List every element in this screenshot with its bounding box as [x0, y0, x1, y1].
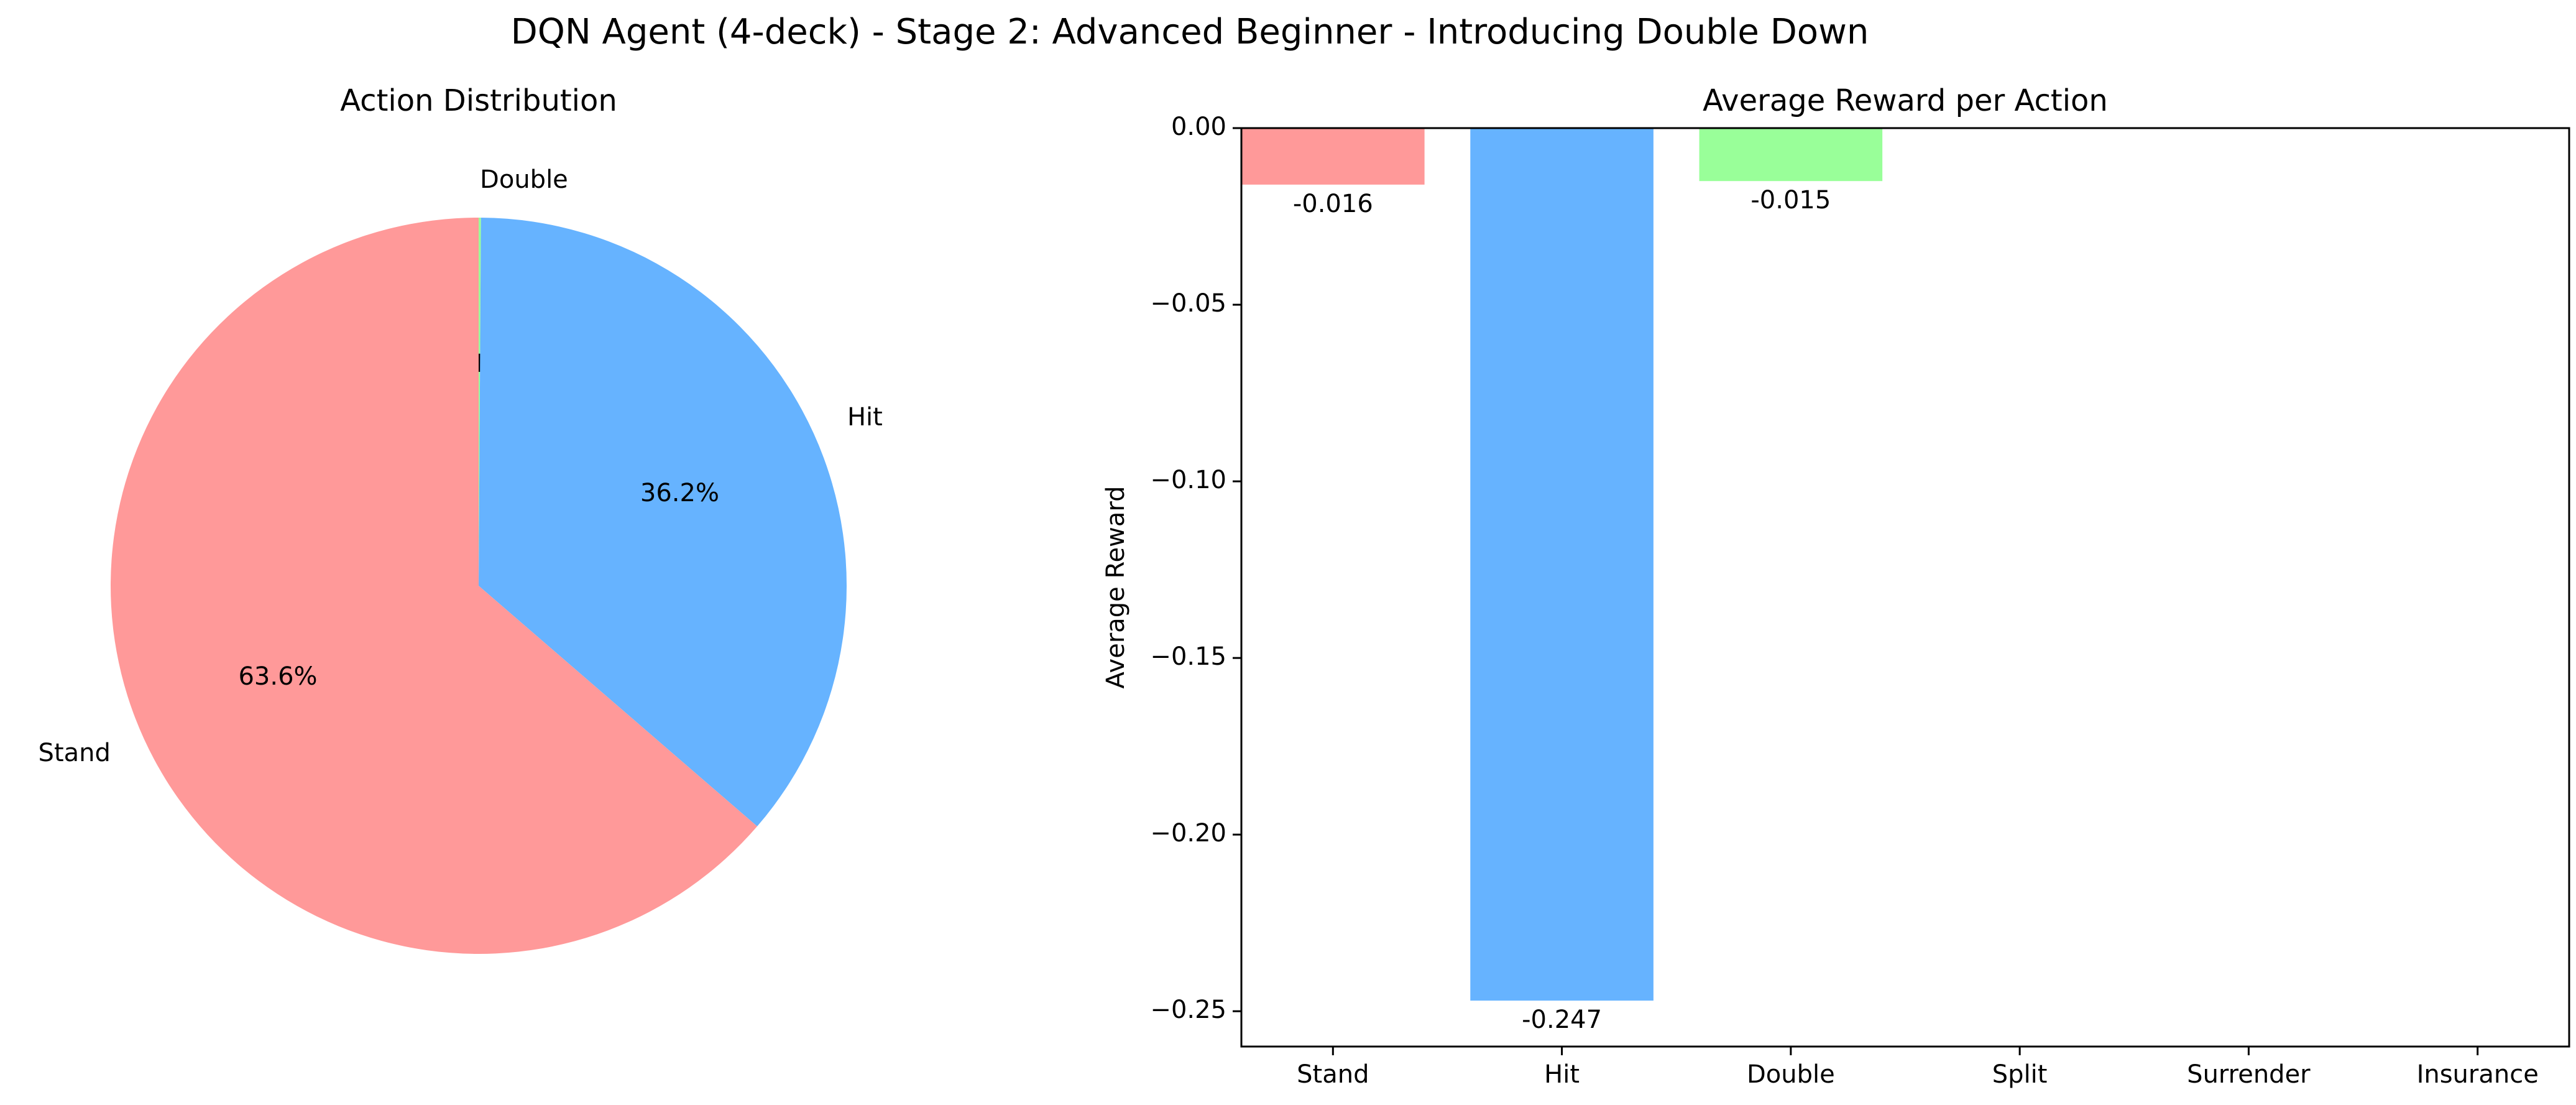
pie-pct-stand: 63.6% [238, 662, 317, 691]
bar-hit [1470, 128, 1654, 1001]
bar-value-label-double: -0.015 [1750, 186, 1831, 215]
x-tick-label-split: Split [1992, 1060, 2048, 1089]
x-tick-label-stand: Stand [1297, 1060, 1369, 1089]
x-tick-label-insurance: Insurance [2417, 1060, 2539, 1089]
bar-title: Average Reward per Action [1703, 83, 2108, 118]
bar-double [1699, 128, 1883, 182]
y-axis-label: Average Reward [1102, 486, 1130, 689]
y-tick-label: −0.25 [1150, 996, 1226, 1024]
bar-value-label-hit: -0.247 [1522, 1006, 1602, 1034]
y-tick-label: 0.00 [1171, 113, 1226, 141]
y-tick-label: −0.15 [1150, 642, 1226, 671]
pie-slice-double [479, 218, 481, 586]
pie-label-hit: Hit [847, 403, 883, 432]
bar-value-label-stand: -0.016 [1293, 190, 1373, 218]
pie-label-double: Double [480, 165, 568, 194]
pie-slice-stand [111, 218, 758, 954]
figure-title: DQN Agent (4-deck) - Stage 2: Advanced B… [511, 12, 1869, 52]
x-tick-label-double: Double [1747, 1060, 1835, 1089]
pie-title: Action Distribution [340, 83, 617, 118]
bar-stand [1241, 128, 1425, 185]
y-tick-label: −0.10 [1150, 466, 1226, 494]
bar-chart: Average Reward per Action -0.016 -0.247 -0.… [1102, 83, 2570, 1089]
y-tick-label: −0.20 [1150, 819, 1226, 848]
pie-slice-hit [479, 218, 847, 826]
pie-label-stand: Stand [39, 739, 111, 767]
bar-axes-frame [1240, 127, 2570, 1048]
x-tick-label-surrender: Surrender [2187, 1060, 2311, 1089]
x-tick-label-hit: Hit [1544, 1060, 1580, 1089]
pie-pct-hit: 36.2% [640, 479, 719, 507]
pie-chart: Action DistributionDouble0.1%Hit36.2%Sta… [39, 83, 883, 954]
y-tick-label: −0.05 [1150, 289, 1226, 318]
